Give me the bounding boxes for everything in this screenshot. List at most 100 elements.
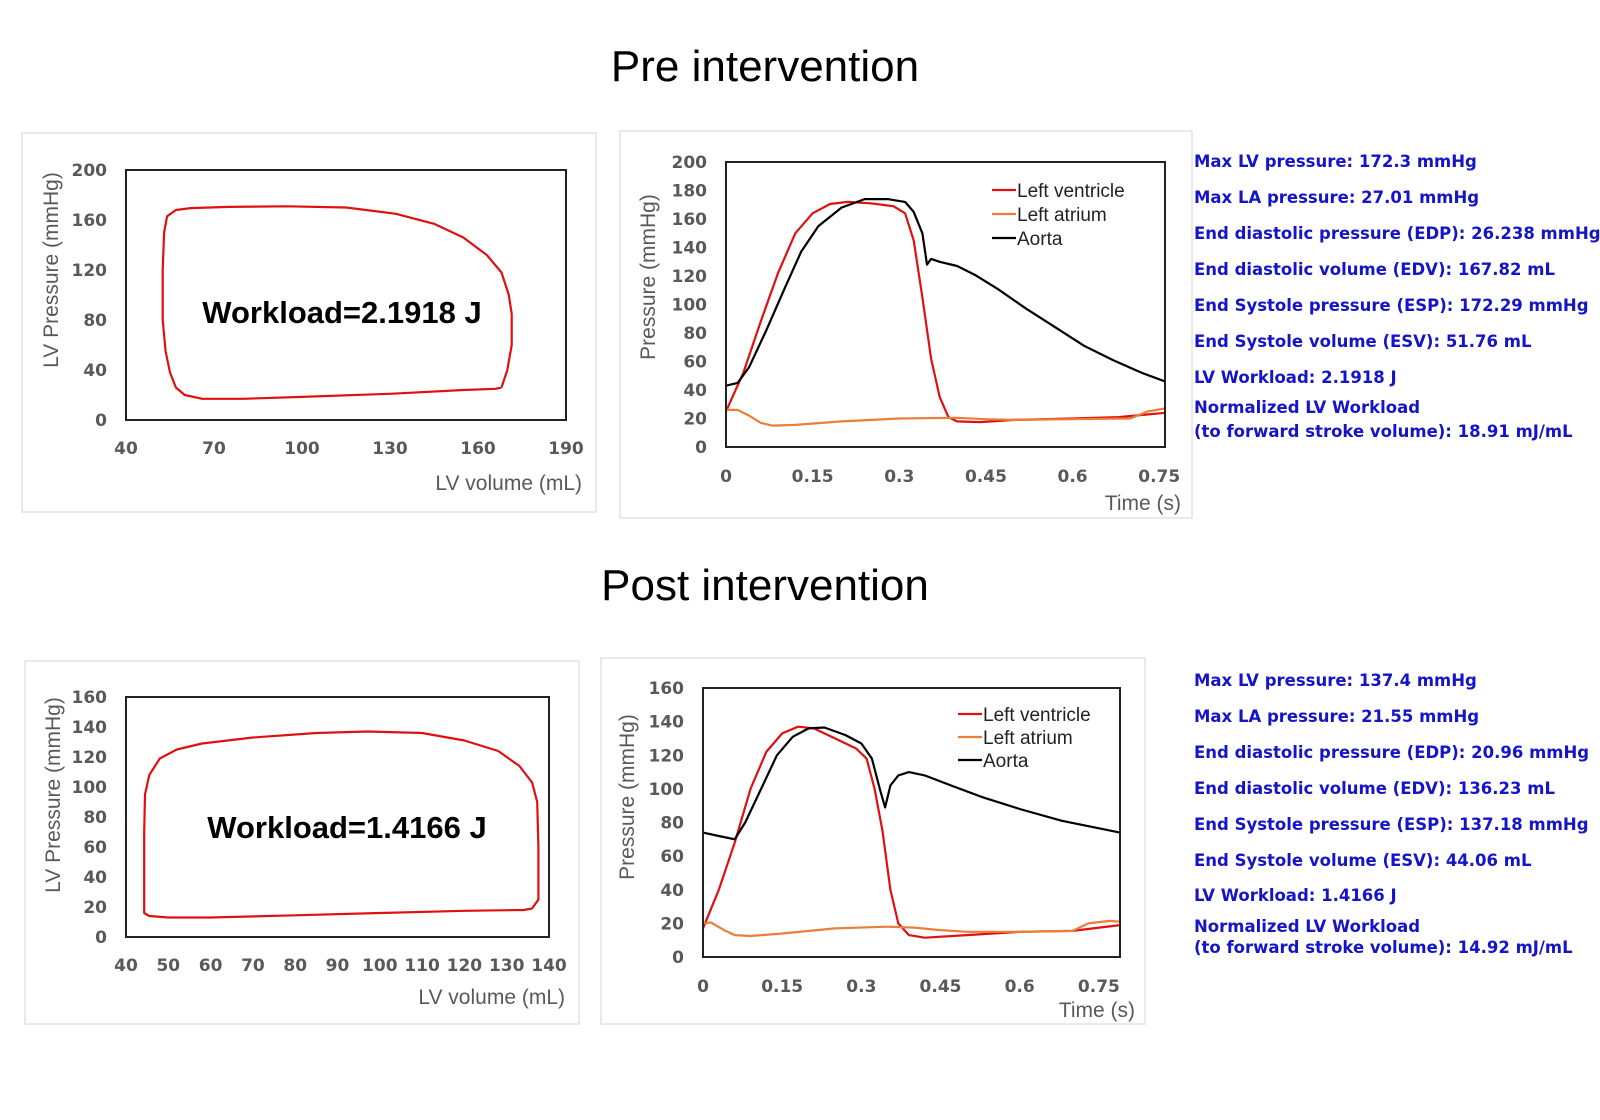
y-tick-label: 140 bbox=[672, 239, 708, 259]
y-tick-label: 80 bbox=[683, 324, 707, 344]
legend-label: Aorta bbox=[1017, 229, 1063, 250]
x-tick-label: 60 bbox=[199, 956, 223, 976]
x-tick-label: 0.75 bbox=[1078, 977, 1120, 997]
series-line-pv-loop bbox=[161, 205, 513, 400]
stat-edv: End diastolic volume (EDV): 136.23 mL bbox=[1194, 779, 1555, 798]
y-tick-label: 20 bbox=[660, 914, 684, 934]
y-tick-label: 0 bbox=[95, 928, 107, 948]
y-tick-label: 0 bbox=[95, 411, 107, 431]
y-tick-label: 180 bbox=[672, 182, 708, 202]
y-axis-label: Pressure (mmHg) bbox=[616, 714, 639, 880]
x-tick-label: 90 bbox=[326, 956, 350, 976]
workload-annotation: Workload=2.1918 J bbox=[202, 295, 481, 330]
chart-4: 0 20 40 60 80 100 120 140 160 0 0.15 0.3 0.45 0.6 0.75… bbox=[600, 657, 1146, 1025]
x-tick-label: 0.6 bbox=[1005, 977, 1035, 997]
plot-area-border bbox=[702, 687, 1121, 958]
stat-max-la-pressure: Max LA pressure: 27.01 mmHg bbox=[1194, 188, 1480, 207]
y-tick-label: 40 bbox=[83, 868, 107, 888]
y-tick-label: 160 bbox=[649, 679, 685, 699]
x-tick-label: 190 bbox=[548, 439, 584, 459]
y-tick-label: 0 bbox=[695, 438, 707, 458]
stat-edv: End diastolic volume (EDV): 167.82 mL bbox=[1194, 260, 1555, 279]
x-tick-label: 0.3 bbox=[846, 977, 876, 997]
y-tick-label: 120 bbox=[672, 267, 708, 287]
stat-lv-workload: LV Workload: 2.1918 J bbox=[1194, 368, 1397, 387]
plot-area-border bbox=[125, 696, 550, 938]
x-tick-label: 120 bbox=[447, 956, 483, 976]
stat-normalized-workload: Normalized LV Workload bbox=[1194, 917, 1421, 936]
series-line-left-atrium bbox=[726, 407, 1166, 427]
y-axis-label: LV Pressure (mmHg) bbox=[40, 172, 63, 368]
x-tick-label: 0.45 bbox=[965, 467, 1007, 487]
y-tick-label: 160 bbox=[72, 211, 108, 231]
x-tick-label: 130 bbox=[489, 956, 525, 976]
y-tick-label: 40 bbox=[660, 881, 684, 901]
pre-intervention-title: Pre intervention bbox=[610, 42, 920, 91]
y-tick-label: 20 bbox=[83, 898, 107, 918]
x-tick-label: 0.6 bbox=[1058, 467, 1088, 487]
stat-max-lv-pressure: Max LV pressure: 172.3 mmHg bbox=[1194, 152, 1477, 171]
y-axis-label: Pressure (mmHg) bbox=[637, 194, 660, 360]
legend-label: Left ventricle bbox=[1017, 181, 1125, 202]
x-tick-label: 0 bbox=[697, 977, 709, 997]
x-axis-label: LV volume (mL) bbox=[435, 472, 582, 495]
stat-esv: End Systole volume (ESV): 44.06 mL bbox=[1194, 851, 1532, 870]
x-tick-label: 160 bbox=[460, 439, 496, 459]
stat-normalized-workload: Normalized LV Workload bbox=[1194, 398, 1421, 417]
post-intervention-title: Post intervention bbox=[601, 561, 929, 610]
stat-esv: End Systole volume (ESV): 51.76 mL bbox=[1194, 332, 1532, 351]
legend-label: Aorta bbox=[983, 751, 1029, 772]
x-tick-label: 70 bbox=[202, 439, 226, 459]
stat-edp: End diastolic pressure (EDP): 20.96 mmHg bbox=[1194, 743, 1590, 762]
x-tick-label: 70 bbox=[241, 956, 265, 976]
workload-annotation: Workload=1.4166 J bbox=[207, 810, 486, 845]
chart-2: 0 20 40 60 80 100 120 140 160 180 200 0 0.15 0.3 0.45 0… bbox=[619, 130, 1193, 519]
y-axis-label: LV Pressure (mmHg) bbox=[42, 697, 65, 893]
y-tick-label: 60 bbox=[660, 847, 684, 867]
x-axis-label: Time (s) bbox=[1105, 492, 1181, 515]
x-tick-label: 0.3 bbox=[884, 467, 914, 487]
x-tick-label: 100 bbox=[284, 439, 320, 459]
y-tick-label: 140 bbox=[649, 713, 685, 733]
y-tick-label: 20 bbox=[683, 410, 707, 430]
series-line-aorta bbox=[702, 726, 1121, 841]
legend-label: Left atrium bbox=[983, 728, 1073, 749]
y-tick-label: 40 bbox=[83, 361, 107, 381]
stat-normalized-workload-value: (to forward stroke volume): 14.92 mJ/mL bbox=[1194, 938, 1573, 957]
y-tick-label: 160 bbox=[72, 688, 108, 708]
x-tick-label: 80 bbox=[283, 956, 307, 976]
x-axis-label: Time (s) bbox=[1059, 999, 1135, 1022]
x-tick-label: 0 bbox=[720, 467, 732, 487]
y-tick-label: 160 bbox=[672, 210, 708, 230]
chart-frame bbox=[619, 130, 1193, 519]
series-line-left-ventricle bbox=[701, 725, 1121, 939]
y-tick-label: 100 bbox=[672, 296, 708, 316]
stat-edp: End diastolic pressure (EDP): 26.238 mmH… bbox=[1194, 224, 1600, 243]
x-axis-label: LV volume (mL) bbox=[418, 986, 565, 1009]
y-tick-label: 100 bbox=[649, 780, 685, 800]
stat-normalized-workload-value: (to forward stroke volume): 18.91 mJ/mL bbox=[1194, 422, 1573, 441]
y-tick-label: 200 bbox=[672, 153, 708, 173]
x-tick-label: 40 bbox=[114, 956, 138, 976]
series-line-aorta bbox=[725, 198, 1166, 387]
x-tick-label: 140 bbox=[531, 956, 567, 976]
y-tick-label: 120 bbox=[649, 746, 685, 766]
x-tick-label: 110 bbox=[404, 956, 440, 976]
y-tick-label: 80 bbox=[660, 814, 684, 834]
y-tick-label: 120 bbox=[72, 261, 108, 281]
x-tick-label: 0.15 bbox=[792, 467, 834, 487]
series-line-left-atrium bbox=[702, 919, 1121, 938]
plot-area-border bbox=[725, 161, 1166, 448]
x-tick-label: 0.75 bbox=[1138, 467, 1180, 487]
y-tick-label: 100 bbox=[72, 778, 108, 798]
y-tick-label: 60 bbox=[83, 838, 107, 858]
y-tick-label: 140 bbox=[72, 718, 108, 738]
stat-esp: End Systole pressure (ESP): 172.29 mmHg bbox=[1194, 296, 1589, 315]
y-tick-label: 200 bbox=[72, 161, 108, 181]
series-line-left-ventricle bbox=[724, 200, 1166, 424]
stat-lv-workload: LV Workload: 1.4166 J bbox=[1194, 886, 1397, 905]
x-tick-label: 50 bbox=[156, 956, 180, 976]
